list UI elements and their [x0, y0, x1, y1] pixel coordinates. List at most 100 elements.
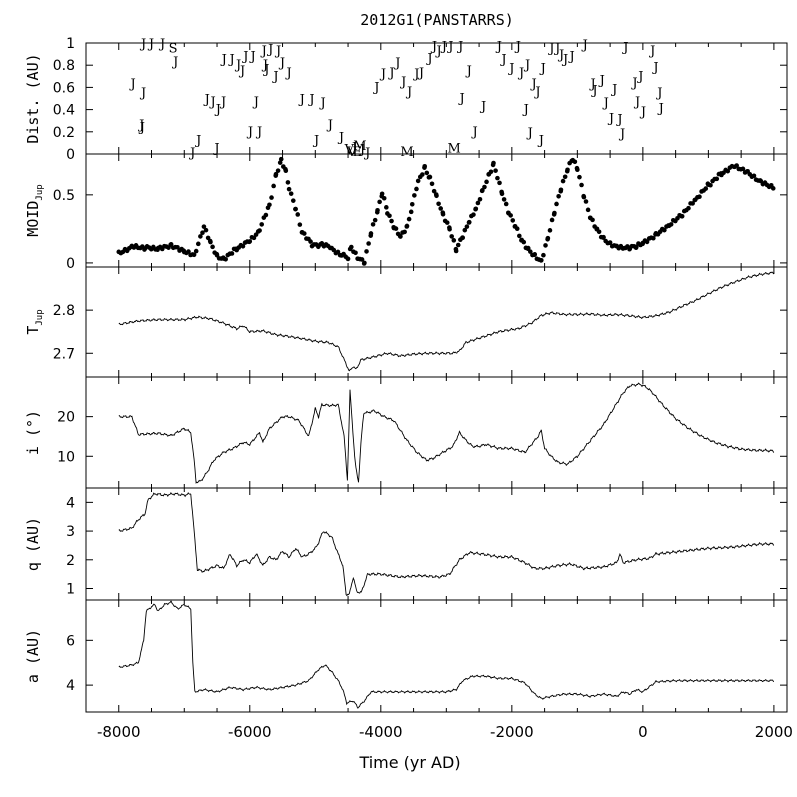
time-axis: -8000 -6000 -4000 -2000 0 2000	[97, 723, 793, 741]
encounter-marker: J	[499, 53, 506, 68]
encounter-marker: J	[557, 48, 564, 63]
encounter-marker: J	[260, 44, 267, 59]
encounter-marker: J	[479, 99, 486, 114]
encounter-marker: J	[430, 39, 437, 54]
y-axis-label: MOIDJup	[24, 184, 45, 236]
moid-point	[201, 224, 207, 229]
moid-point	[581, 194, 587, 200]
moid-point	[501, 197, 507, 202]
encounter-marker: J	[387, 66, 394, 81]
moid-point	[577, 174, 582, 180]
moid-point	[525, 245, 531, 251]
encounter-marker: J	[393, 56, 400, 71]
encounter-marker: J	[219, 95, 226, 110]
moid-point	[562, 174, 568, 180]
encounter-marker: J	[350, 140, 357, 155]
moid-point	[240, 243, 246, 249]
moid-point	[482, 184, 487, 190]
moid-point	[210, 244, 215, 250]
encounter-marker: J	[278, 56, 285, 71]
moid-point	[455, 242, 461, 248]
moid-point	[444, 220, 450, 225]
y-axis-label: a (AU)	[24, 629, 42, 683]
y-tick-label: 0	[66, 147, 75, 163]
encounter-marker: J	[495, 39, 502, 54]
encounter-marker: J	[581, 38, 588, 53]
encounter-marker: J	[203, 93, 210, 108]
moid-point	[565, 167, 570, 173]
moid-point	[412, 193, 417, 198]
encounter-marker: J	[530, 77, 537, 92]
moid-point	[462, 227, 468, 233]
encounter-marker: J	[188, 146, 195, 161]
encounter-marker: J	[456, 39, 463, 54]
moid-point	[308, 239, 313, 244]
moid-point	[191, 252, 197, 258]
inclination-panel: 10 20 i (°)	[24, 376, 788, 489]
perihelion-panel: 1 2 3 4 q (AU)	[24, 487, 788, 601]
moid-point	[514, 226, 520, 231]
encounter-marker: J	[139, 37, 146, 52]
encounter-marker: J	[227, 53, 234, 68]
tjup-line	[118, 271, 775, 372]
encounter-marker: J	[639, 105, 646, 120]
semimajor-panel: 4 6 a (AU)	[24, 599, 788, 713]
moid-point	[491, 160, 496, 166]
y-tick-label: 2.7	[53, 346, 75, 362]
encounter-marker: J	[238, 64, 245, 79]
moid-point	[427, 174, 433, 180]
encounter-marker: J	[262, 63, 269, 78]
moid-point	[644, 239, 650, 245]
moid-point	[464, 224, 470, 229]
y-axis-label-subscript: Jup	[35, 184, 45, 200]
moid-point	[532, 252, 538, 257]
moid-point	[257, 228, 262, 233]
panel-frame	[85, 599, 788, 713]
moid-point	[375, 207, 380, 213]
semimajor-line	[118, 600, 775, 709]
x-tick-label: 0	[638, 723, 648, 741]
encounter-marker: J	[171, 55, 178, 70]
y-axis-label-main: q (AU)	[24, 517, 42, 571]
encounter-marker: J	[252, 95, 259, 110]
moid-point	[349, 244, 354, 250]
x-tick-label: -6000	[228, 723, 272, 741]
encounter-marker: J	[379, 67, 386, 82]
moid-point	[510, 218, 516, 223]
y-tick-label: 10	[57, 449, 75, 465]
moid-point	[379, 191, 385, 197]
moid-point	[429, 181, 435, 187]
moid-point	[198, 234, 203, 239]
encounter-marker: J	[655, 86, 662, 101]
encounter-marker: J	[621, 40, 628, 55]
moid-point	[449, 234, 454, 239]
encounter-marker: J	[514, 39, 521, 54]
moid-point	[686, 205, 691, 211]
moid-point	[554, 201, 559, 207]
moid-point	[583, 199, 589, 204]
moid-point	[193, 248, 199, 254]
moid-point	[679, 214, 685, 219]
encounter-marker: J	[561, 53, 568, 68]
encounter-marker: J	[610, 83, 617, 98]
moid-point	[714, 176, 720, 182]
y-axis-label: TJup	[24, 309, 45, 334]
moid-point	[301, 231, 307, 236]
moid-point	[267, 202, 272, 208]
moid-point	[770, 186, 776, 191]
encounter-marker: J	[266, 43, 273, 58]
encounter-marker: J	[517, 66, 524, 81]
encounter-marker: J	[590, 84, 597, 99]
moid-point	[259, 222, 265, 227]
encounter-marker: J	[522, 103, 529, 118]
moid-point	[366, 241, 371, 246]
y-tick-label: 0.2	[53, 125, 75, 141]
moid-point	[431, 188, 437, 194]
encounter-marker: J	[255, 125, 262, 140]
encounter-marker: J	[372, 80, 379, 95]
moid-point	[488, 169, 494, 175]
y-tick-label: 0.6	[53, 80, 75, 96]
encounter-marker: M	[353, 139, 366, 154]
moid-point	[409, 201, 415, 207]
